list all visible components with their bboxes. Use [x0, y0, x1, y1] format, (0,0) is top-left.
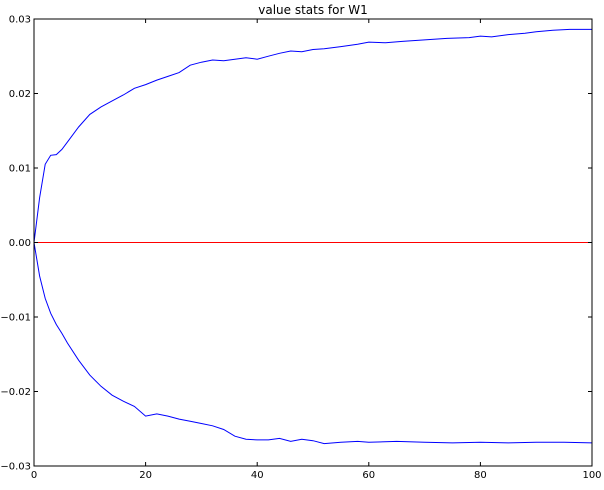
y-tick-label: 0.03	[9, 15, 31, 26]
plot-area	[33, 28, 593, 445]
x-tick-label: 40	[251, 470, 264, 481]
y-tick-label: 0.00	[9, 238, 31, 249]
y-tick-label: 0.01	[9, 164, 31, 175]
axis-ticks: 0 20 40 60 80 100 −0.03 −0.02 −0.01 0.00 0.01 0.02 0…	[0, 15, 601, 482]
y-tick-label: 0.02	[9, 89, 31, 100]
y-tick-label: −0.02	[0, 387, 31, 398]
x-tick-label: 20	[139, 470, 152, 481]
x-tick-label: 100	[582, 470, 601, 481]
x-tick-label: 60	[362, 470, 375, 481]
y-tick-label: −0.03	[0, 462, 31, 473]
series-line-3	[33, 242, 593, 445]
y-tick-label: −0.01	[0, 313, 31, 324]
chart-title: value stats for W1	[258, 3, 368, 17]
x-tick-label: 80	[474, 470, 487, 481]
series-line-1	[33, 28, 592, 243]
x-tick-label: 0	[31, 470, 37, 481]
